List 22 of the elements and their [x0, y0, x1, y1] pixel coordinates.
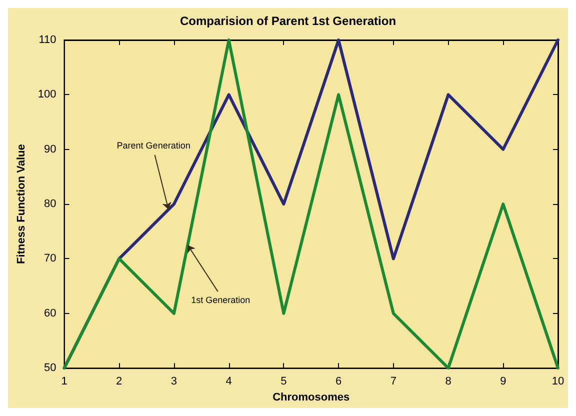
y-axis-title: Fitness Function Value [16, 144, 28, 264]
x-tick-label: 9 [500, 376, 506, 388]
x-tick-label: 4 [226, 376, 232, 388]
x-axis-title: Chromosomes [272, 392, 350, 404]
x-tick-label: 1 [61, 376, 68, 388]
chart-title: Comparision of Parent 1st Generation [180, 14, 396, 28]
annotation: 1st Generation [191, 295, 250, 306]
y-tick-label: 60 [44, 307, 56, 320]
y-tick-label: 70 [44, 252, 56, 265]
y-tick-label: 90 [44, 143, 56, 156]
x-tick-label: 8 [445, 376, 452, 388]
y-tick-label: 50 [44, 362, 56, 374]
x-tick-label: 6 [335, 376, 342, 388]
y-tick-label: 80 [44, 198, 56, 210]
annotation: Parent Generation [116, 140, 190, 150]
x-tick-label: 5 [280, 376, 287, 388]
x-tick-label: 2 [116, 376, 122, 388]
x-tick-label: 7 [390, 376, 396, 388]
y-tick-label: 110 [38, 34, 56, 46]
y-tick-label: 100 [38, 88, 56, 101]
x-tick-label: 3 [170, 376, 178, 388]
x-tick-label: 10 [552, 376, 564, 388]
